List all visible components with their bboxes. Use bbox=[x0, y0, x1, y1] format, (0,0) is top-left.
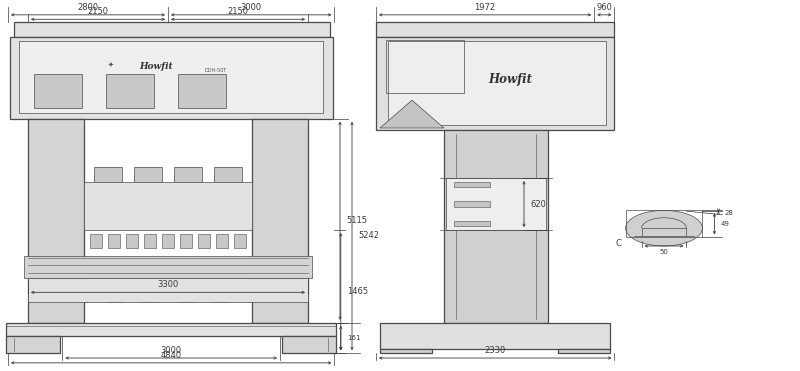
Bar bbox=[144, 234, 157, 248]
Polygon shape bbox=[284, 291, 300, 302]
Bar bbox=[179, 234, 193, 248]
Polygon shape bbox=[71, 291, 87, 302]
Polygon shape bbox=[28, 119, 84, 323]
Text: Howfit: Howfit bbox=[488, 73, 533, 86]
Bar bbox=[454, 182, 490, 187]
Polygon shape bbox=[282, 336, 336, 353]
Text: 28: 28 bbox=[725, 210, 734, 216]
Bar bbox=[234, 234, 246, 248]
Circle shape bbox=[396, 35, 460, 65]
Bar bbox=[454, 201, 490, 207]
Polygon shape bbox=[28, 278, 308, 302]
Text: 161: 161 bbox=[347, 335, 361, 341]
Text: 620: 620 bbox=[530, 200, 546, 209]
Polygon shape bbox=[380, 100, 444, 128]
Polygon shape bbox=[107, 291, 123, 302]
Polygon shape bbox=[252, 119, 308, 323]
Polygon shape bbox=[558, 349, 610, 353]
Text: ✦: ✦ bbox=[107, 62, 114, 68]
Polygon shape bbox=[213, 291, 229, 302]
Polygon shape bbox=[249, 291, 265, 302]
Text: 2330: 2330 bbox=[485, 346, 506, 355]
Text: 1465: 1465 bbox=[347, 287, 368, 296]
Bar bbox=[198, 234, 210, 248]
Text: 4840: 4840 bbox=[161, 351, 182, 360]
Bar bbox=[107, 234, 120, 248]
Polygon shape bbox=[34, 74, 82, 108]
Bar bbox=[126, 234, 138, 248]
Polygon shape bbox=[94, 167, 122, 184]
Polygon shape bbox=[36, 291, 52, 302]
Polygon shape bbox=[84, 182, 252, 230]
Circle shape bbox=[410, 42, 446, 58]
Polygon shape bbox=[19, 41, 323, 113]
Polygon shape bbox=[444, 130, 548, 323]
Text: 3000: 3000 bbox=[241, 3, 262, 12]
Polygon shape bbox=[446, 178, 546, 230]
Circle shape bbox=[422, 47, 434, 53]
Text: 49: 49 bbox=[721, 221, 730, 227]
Text: 3300: 3300 bbox=[158, 280, 178, 289]
Bar bbox=[162, 234, 174, 248]
Polygon shape bbox=[24, 256, 312, 278]
Text: Howfit: Howfit bbox=[139, 62, 173, 71]
Text: 5242: 5242 bbox=[358, 232, 379, 240]
Circle shape bbox=[626, 210, 702, 246]
Text: 960: 960 bbox=[596, 3, 612, 12]
Polygon shape bbox=[14, 22, 330, 37]
Text: C: C bbox=[616, 239, 622, 247]
Polygon shape bbox=[6, 336, 60, 353]
Bar bbox=[454, 221, 490, 226]
Bar bbox=[90, 234, 102, 248]
Polygon shape bbox=[142, 291, 158, 302]
Text: 2800: 2800 bbox=[78, 3, 98, 12]
Text: 50: 50 bbox=[659, 249, 669, 255]
Text: 2150: 2150 bbox=[227, 7, 249, 16]
Polygon shape bbox=[174, 167, 202, 184]
Text: DDH-50T: DDH-50T bbox=[205, 68, 227, 73]
Text: 2150: 2150 bbox=[87, 7, 109, 16]
Polygon shape bbox=[376, 22, 614, 37]
Bar bbox=[215, 234, 229, 248]
Polygon shape bbox=[106, 74, 154, 108]
Polygon shape bbox=[376, 37, 614, 130]
Polygon shape bbox=[6, 323, 336, 336]
Text: 3000: 3000 bbox=[161, 346, 182, 355]
Text: 5115: 5115 bbox=[346, 216, 367, 225]
Polygon shape bbox=[380, 349, 432, 353]
Polygon shape bbox=[134, 167, 162, 184]
Polygon shape bbox=[178, 74, 226, 108]
Polygon shape bbox=[10, 37, 333, 119]
Polygon shape bbox=[214, 167, 242, 184]
Polygon shape bbox=[380, 323, 610, 349]
Polygon shape bbox=[178, 291, 194, 302]
Polygon shape bbox=[388, 41, 606, 125]
Text: 1972: 1972 bbox=[474, 3, 496, 12]
